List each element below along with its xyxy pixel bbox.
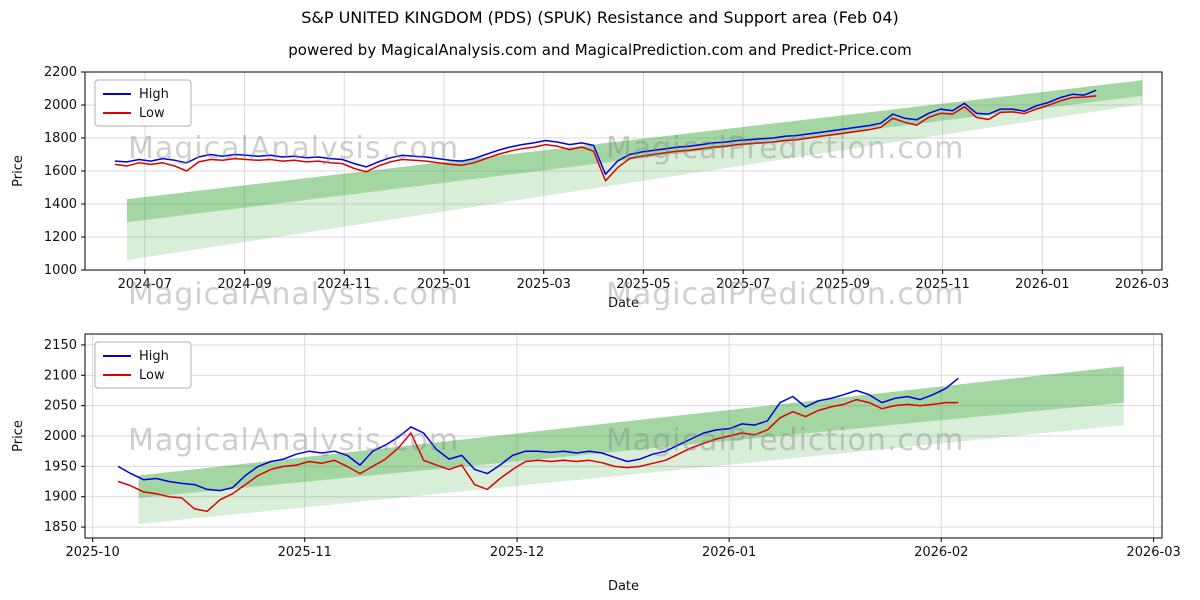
x-tick-label: 2026-03: [1115, 277, 1169, 292]
bottom-chart: 2025-10 2025-11 2025-12 2026-01 2026-02 2026-…: [11, 333, 1181, 594]
x-tick-label: 2026-01: [702, 545, 756, 560]
x-tick-label: 2026-02: [914, 545, 968, 560]
x-tick-label: 2025-05: [616, 277, 670, 292]
series-low-line: [114, 95, 1097, 182]
x-axis-label: Date: [608, 296, 639, 311]
x-tick-label: 2025-10: [65, 545, 119, 560]
y-axis-label: Price: [11, 420, 26, 452]
x-tick-label: 2025-03: [517, 277, 571, 292]
y-tick-label: 2100: [44, 368, 77, 383]
x-tick-label: 2024-07: [118, 277, 172, 292]
x-tick-label: 2025-09: [816, 277, 870, 292]
x-tick-label: 2025-11: [915, 277, 969, 292]
x-tick-label: 2026-03: [1126, 545, 1180, 560]
legend-label-high: High: [139, 87, 169, 102]
x-tick-label: 2026-01: [1015, 277, 1069, 292]
legend-label-high: High: [139, 349, 169, 364]
y-tick-label: 1850: [44, 520, 77, 535]
y-tick-label: 2000: [44, 429, 77, 444]
x-axis-label: Date: [608, 579, 639, 594]
chart-subtitle: powered by MagicalAnalysis.com and Magic…: [288, 41, 912, 59]
x-tick-label: 2025-11: [278, 545, 332, 560]
x-tick-label: 2024-11: [317, 277, 371, 292]
legend-label-low: Low: [139, 368, 165, 383]
x-tick-label: 2025-01: [417, 277, 471, 292]
chart-title: S&P UNITED KINGDOM (PDS) (SPUK) Resistan…: [301, 8, 899, 27]
y-tick-label: 2200: [44, 65, 77, 80]
y-tick-label: 2050: [44, 399, 77, 414]
series-high-line: [114, 89, 1097, 176]
y-tick-label: 1950: [44, 459, 77, 474]
y-tick-label: 2000: [44, 98, 77, 113]
support-area-outer-band: [126, 80, 1143, 261]
x-tick-label: 2025-07: [716, 277, 770, 292]
support-area-outer-band: [138, 366, 1124, 524]
y-tick-label: 2150: [44, 338, 77, 353]
top-chart: 2024-07 2024-09 2024-11 2025-01 2025-03 2025-…: [11, 65, 1169, 311]
resistance-area-inner-band: [126, 80, 1143, 223]
y-tick-label: 1900: [44, 490, 77, 505]
y-axis-label: Price: [11, 155, 26, 187]
legend-box: [94, 79, 192, 127]
legend-box: [94, 341, 192, 389]
x-tick-label: 2025-12: [490, 545, 544, 560]
legend-label-low: Low: [139, 106, 165, 121]
y-tick-label: 1600: [44, 164, 77, 179]
series-high-line: [117, 377, 959, 492]
y-tick-label: 1800: [44, 131, 77, 146]
y-tick-label: 1400: [44, 197, 77, 212]
x-tick-label: 2024-09: [217, 277, 271, 292]
y-tick-label: 1200: [44, 230, 77, 245]
series-low-line: [117, 398, 959, 513]
y-tick-label: 1000: [44, 263, 77, 278]
